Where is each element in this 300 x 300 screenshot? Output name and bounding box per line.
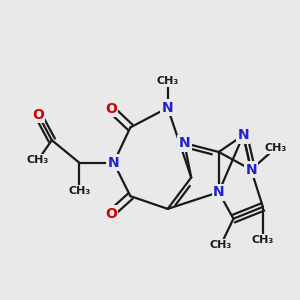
Text: N: N: [213, 185, 224, 199]
Text: N: N: [108, 156, 119, 170]
Text: N: N: [162, 101, 173, 115]
Text: N: N: [237, 128, 249, 142]
Text: CH₃: CH₃: [27, 155, 49, 165]
Text: CH₃: CH₃: [265, 143, 287, 153]
Text: CH₃: CH₃: [252, 235, 274, 245]
Text: CH₃: CH₃: [157, 76, 179, 86]
Text: O: O: [32, 108, 44, 122]
Text: O: O: [105, 207, 117, 221]
Text: N: N: [245, 163, 257, 177]
Text: CH₃: CH₃: [209, 240, 232, 250]
Text: CH₃: CH₃: [68, 186, 91, 196]
Text: O: O: [105, 102, 117, 116]
Text: N: N: [178, 136, 190, 150]
